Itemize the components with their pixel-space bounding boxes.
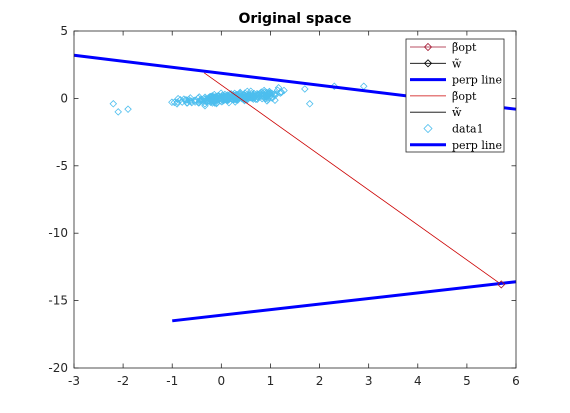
- legend-label: perp line: [452, 74, 502, 87]
- scatter-point: [265, 89, 274, 97]
- scatter-point: [305, 100, 314, 108]
- scatter-point: [170, 98, 179, 107]
- scatter-point: [227, 89, 235, 98]
- x-tick-label: -2: [117, 374, 129, 388]
- scatter-point: [301, 85, 309, 93]
- legend-label: w̃: [452, 57, 462, 70]
- scatter-point: [263, 90, 272, 98]
- x-tick-label: 5: [463, 374, 471, 388]
- scatter-point: [280, 86, 288, 95]
- scatter-point: [270, 90, 278, 99]
- scatter-point: [224, 96, 233, 104]
- series-marker: [497, 280, 506, 289]
- y-tick-label: -15: [48, 294, 68, 308]
- legend-label: w̃: [452, 106, 462, 119]
- scatter-point: [263, 97, 271, 105]
- legend-marker: [423, 59, 433, 68]
- x-tick-label: 3: [365, 374, 373, 388]
- legend-label: β̃opt: [452, 41, 477, 54]
- series-line: [203, 72, 502, 285]
- x-tick-label: 6: [512, 374, 520, 388]
- scatter-point: [212, 94, 221, 102]
- scatter-point: [168, 98, 176, 107]
- scatter-point: [219, 92, 228, 101]
- x-tick-label: -1: [166, 374, 178, 388]
- y-tick-label: 5: [60, 24, 68, 38]
- legend: β̃opt w̃ perp line β̃opt w̃ data1 perp line: [405, 38, 505, 153]
- scatter-point: [255, 93, 263, 101]
- x-tick-label: 0: [218, 374, 226, 388]
- legend-label: perp line: [452, 139, 502, 152]
- axes-box: [73, 30, 517, 369]
- scatter-point: [240, 95, 248, 103]
- x-tick-label: -3: [68, 374, 80, 388]
- y-tick-label: -5: [56, 159, 68, 173]
- scatter-point: [273, 86, 282, 94]
- x-tick-label: 4: [414, 374, 422, 388]
- scatter-point: [246, 92, 255, 100]
- scatter-point: [174, 94, 182, 103]
- legend-marker: [423, 123, 433, 134]
- scatter-point: [271, 96, 279, 104]
- scatter-point: [229, 93, 238, 101]
- scatter-point: [257, 90, 265, 98]
- plot-marks: [73, 53, 517, 323]
- scatter-point: [186, 94, 195, 102]
- chart-title: Original space: [238, 11, 351, 27]
- y-tick-label: 0: [60, 91, 68, 105]
- x-tick-label: 2: [316, 374, 324, 388]
- scatter-point: [197, 95, 205, 104]
- scatter-point: [114, 108, 122, 116]
- scatter-point: [330, 82, 339, 91]
- scatter-point: [274, 83, 283, 92]
- scatter-point: [124, 105, 132, 113]
- x-tick-label: 1: [267, 374, 275, 388]
- scatter-point: [185, 95, 193, 104]
- axis-ticks: -3 -2 -1 0 1 2 3 4 5 6-20-15-10-505: [48, 24, 519, 388]
- scatter-point: [176, 96, 185, 104]
- scatter-point: [173, 98, 182, 106]
- legend-label: β̃opt: [452, 90, 477, 103]
- scatter-point: [183, 96, 191, 104]
- scatter-point: [206, 94, 215, 102]
- y-tick-label: -10: [48, 226, 68, 240]
- scatter-point: [109, 100, 118, 108]
- scatter-point: [206, 93, 214, 101]
- scatter-point: [219, 93, 228, 101]
- y-tick-label: -20: [48, 361, 68, 375]
- legend-label: data1: [452, 123, 484, 136]
- scatter-point: [265, 90, 274, 99]
- scatter-point: [223, 96, 232, 104]
- scatter-point: [206, 95, 215, 104]
- perp-line: [172, 280, 517, 323]
- legend-marker: [423, 42, 433, 52]
